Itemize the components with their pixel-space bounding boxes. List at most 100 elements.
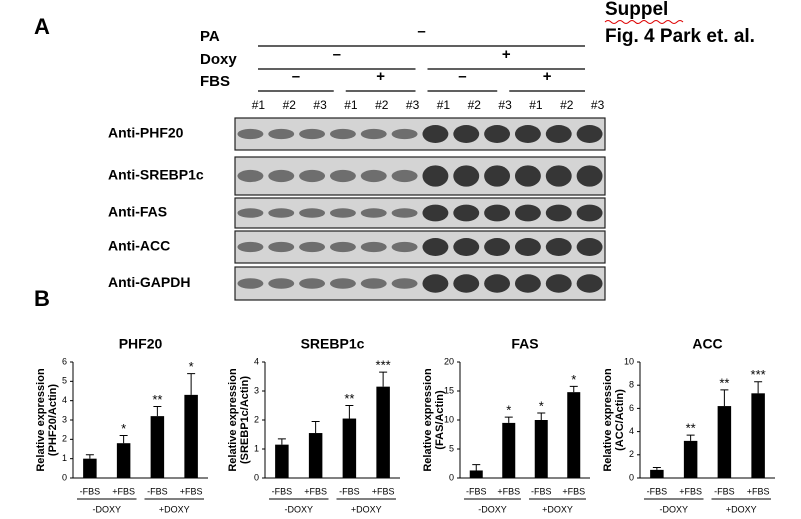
bar [184,394,198,478]
note: Suppel [605,0,668,20]
antibody-label: Anti-FAS [108,204,167,220]
group-label: -DOXY [284,504,313,514]
x-tick-label: +FBS [112,486,135,496]
band [299,278,326,289]
bar [376,386,390,478]
y-tick-label: 5 [62,376,67,386]
group-label: +DOXY [351,504,382,514]
condition-sign: – [292,68,300,85]
band [422,238,449,256]
band [484,238,511,256]
chart-title: SREBP1c [301,336,365,352]
bar [751,393,765,478]
band [453,238,480,256]
antibody-label: Anti-SREBP1c [108,167,204,183]
band [299,128,326,140]
antibody-label: Anti-GAPDH [108,274,190,290]
condition-sign: – [458,68,466,85]
lane-label: #2 [468,98,482,112]
bar [83,458,97,478]
y-tick-label: 6 [62,356,67,366]
x-tick-label: -FBS [339,486,360,496]
band [360,128,387,140]
band [299,241,326,253]
band [237,169,264,183]
y-tick-label: 10 [624,356,634,366]
bar [150,416,165,478]
y-tick-label: 1 [254,443,259,453]
x-tick-label: +FBS [180,486,203,496]
band [484,204,511,222]
y-tick-label: 4 [62,395,67,405]
band [391,169,418,183]
significance: *** [751,367,766,382]
y-axis-label: Relative expression [227,368,239,472]
y-tick-label: 2 [254,414,259,424]
y-axis-label: Relative expression [422,368,434,472]
y-tick-label: 5 [449,443,454,453]
x-tick-label: +FBS [304,486,327,496]
x-tick-label: +FBS [747,486,770,496]
y-tick-label: 4 [629,426,634,436]
band [422,165,449,187]
lane-label: #1 [437,98,451,112]
significance: *** [376,358,391,373]
y-axis-label: Relative expression [35,368,47,472]
significance: ** [719,375,729,390]
x-tick-label: +FBS [562,486,585,496]
error-bar [311,420,320,434]
band [514,204,541,222]
band [360,208,387,218]
band [514,274,541,293]
antibody-label: Anti-PHF20 [108,125,184,141]
band [453,165,480,187]
y-tick-label: 2 [629,449,634,459]
figure-caption: Fig. 4 Park et. al. [605,26,755,47]
blot [234,266,606,301]
band [329,128,356,140]
y-axis-label: Relative expression [602,368,614,472]
band [329,241,356,253]
lane-label: #1 [252,98,266,112]
y-tick-label: 2 [62,434,67,444]
error-bar [277,438,286,445]
band [391,208,418,218]
error-bar [754,381,763,394]
y-axis-label: (SREBP1c/Actin) [239,376,251,464]
band [422,204,449,222]
band [237,208,264,218]
condition-label: Doxy [200,51,237,68]
group-label: -DOXY [659,504,688,514]
significance: * [539,398,544,413]
error-bar [379,371,388,387]
group-label: +DOXY [726,504,757,514]
band [484,274,511,293]
band [514,238,541,256]
lane-label: #3 [313,98,327,112]
panel-label: A [34,14,50,39]
group-label: -DOXY [478,504,507,514]
bar [717,406,732,478]
condition-sign: – [333,46,341,63]
band [453,274,480,293]
band [545,274,572,293]
chart-title: PHF20 [119,336,163,352]
band [299,169,326,183]
y-tick-label: 0 [449,472,454,482]
band [484,165,511,187]
error-bar [504,416,513,423]
error-bar [85,454,94,459]
error-bar [537,412,546,420]
chart-title: ACC [692,336,722,352]
blot [234,197,606,229]
y-axis-label: (ACC/Actin) [614,389,626,451]
band [576,238,603,256]
band [268,208,295,218]
band [391,128,418,140]
bar [567,392,581,478]
band [237,128,264,140]
blot [234,156,606,196]
band [329,278,356,289]
band [299,208,326,218]
